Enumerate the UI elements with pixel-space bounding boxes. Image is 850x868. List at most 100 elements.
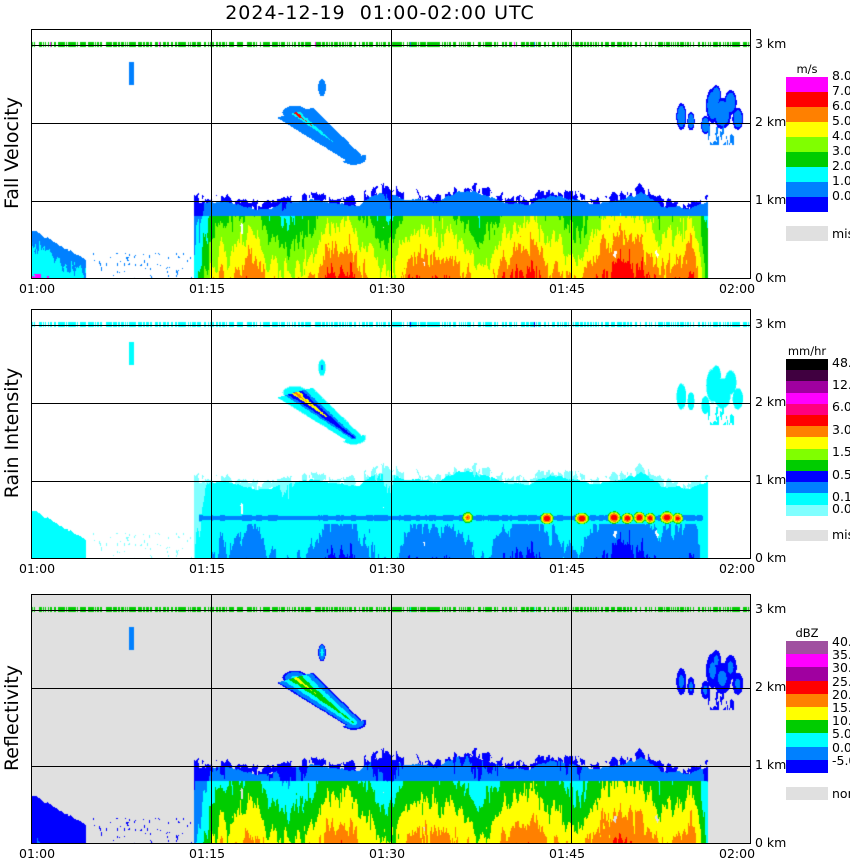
y-tick-label: 3 km	[755, 35, 787, 51]
x-tick-label: 01:30	[369, 281, 406, 296]
y-tick-label: 3 km	[755, 315, 787, 331]
x-tick-label: 02:00	[719, 281, 756, 296]
x-tick-label: 01:45	[549, 281, 586, 296]
gridline-v-30min	[391, 29, 392, 279]
colorbar-swatch	[786, 482, 828, 494]
colorbar-missing-swatch	[786, 529, 828, 541]
colorbar-swatch	[786, 370, 828, 382]
colorbar-missing-swatch	[786, 226, 828, 241]
colorbar-tick-label: 25.0	[832, 673, 850, 689]
figure-title: 2024-12-19 01:00-02:00 UTC	[225, 2, 535, 24]
colorbar-unit: dBZ	[795, 626, 819, 640]
colorbar-swatch	[786, 493, 828, 505]
colorbar-swatch	[786, 459, 828, 471]
colorbar-swatch	[786, 426, 828, 438]
colorbar-tick-label: 5.0	[832, 726, 850, 742]
colorbar-swatch	[786, 720, 828, 734]
colorbar-tick-label: 30.0	[832, 660, 850, 676]
colorbar-swatch	[786, 92, 828, 107]
colorbar-swatch	[786, 415, 828, 427]
colorbar-tick-label: 10.0	[832, 713, 850, 729]
colorbar-tick-label: 6.0	[832, 399, 850, 415]
panel-reflectivity	[31, 594, 751, 844]
colorbar-tick-label: 2.0	[832, 158, 850, 173]
gridline-v-15min	[211, 309, 212, 559]
colorbar-swatch	[786, 403, 828, 415]
colorbar-tick-label: 5.0	[832, 113, 850, 128]
x-tick-label: 02:00	[719, 846, 756, 861]
colorbar-missing-swatch	[786, 787, 828, 801]
colorbar-tick-label: 3.0	[832, 421, 850, 437]
colorbar-tick-label: 1.0	[832, 173, 850, 188]
gridline-v-30min	[391, 594, 392, 844]
colorbar-tick-label: 8.0	[832, 68, 850, 83]
gridline-v-45min	[571, 29, 572, 279]
colorbar-tick-label: 0.0	[832, 188, 850, 203]
colorbar-tick-label: 0.1	[832, 489, 850, 504]
colorbar-swatch	[786, 137, 828, 152]
colorbar-swatch	[786, 746, 828, 760]
colorbar-missing-label: none	[832, 785, 850, 801]
panel-title-rain-intensity: Rain Intensity	[1, 367, 23, 499]
colorbar-tick-label: 3.0	[832, 143, 850, 158]
colorbar-tick-label: 12.0	[832, 377, 850, 392]
colorbar-tick-label: 0.0	[832, 739, 850, 755]
colorbar-swatch	[786, 707, 828, 721]
colorbar-swatch	[786, 733, 828, 747]
colorbar-tick-label: 7.0	[832, 83, 850, 98]
colorbar-swatch	[786, 167, 828, 182]
y-tick-label: 0 km	[755, 550, 787, 565]
colorbar-swatch	[786, 77, 828, 92]
y-tick-label: 0 km	[755, 835, 787, 850]
colorbar-tick-label: -5.0	[832, 752, 850, 768]
x-tick-label: 01:00	[19, 846, 56, 861]
gridline-v-15min	[211, 594, 212, 844]
y-tick-label: 2 km	[755, 393, 787, 409]
colorbar-tick-label: 15.0	[832, 700, 850, 715]
colorbar-swatch	[786, 107, 828, 122]
colorbar-tick-label: 20.0	[832, 686, 850, 702]
panel-title-fall-velocity: Fall Velocity	[1, 97, 23, 209]
x-tick-label: 01:00	[19, 561, 56, 576]
colorbar-swatch	[786, 122, 828, 137]
gridline-v-45min	[571, 594, 572, 844]
colorbar-swatch	[786, 693, 828, 707]
gridline-v-30min	[391, 309, 392, 559]
gridline-v-45min	[571, 309, 572, 559]
colorbar-swatch	[786, 359, 828, 371]
panel-rain-intensity	[31, 309, 751, 559]
y-tick-label: 1 km	[755, 191, 787, 207]
y-tick-label: 2 km	[755, 678, 787, 694]
colorbar-swatch	[786, 759, 828, 773]
x-tick-label: 01:30	[369, 846, 406, 861]
colorbar-tick-label: 4.0	[832, 128, 850, 143]
y-tick-label: 1 km	[755, 756, 787, 772]
x-tick-label: 01:15	[189, 846, 226, 861]
x-tick-label: 01:30	[369, 561, 406, 576]
x-tick-label: 02:00	[719, 561, 756, 576]
y-tick-label: 3 km	[755, 600, 787, 616]
colorbar-unit: mm/hr	[787, 344, 827, 358]
colorbar-tick-label: 1.5	[832, 444, 850, 460]
colorbar-missing-label: miss	[832, 225, 850, 241]
colorbar-tick-label: 48.0	[832, 354, 850, 370]
colorbar-unit: m/s	[796, 62, 818, 76]
x-tick-label: 01:15	[189, 561, 226, 576]
colorbar-swatch	[786, 197, 828, 212]
colorbar-swatch	[786, 471, 828, 483]
colorbar-swatch	[786, 182, 828, 197]
colorbar-tick-label: 0.0	[832, 501, 850, 517]
colorbar-tick-label: 40.0	[832, 634, 850, 649]
x-tick-label: 01:00	[19, 281, 56, 296]
panel-fall-velocity	[31, 29, 751, 279]
gridline-v-15min	[211, 29, 212, 279]
colorbar-swatch	[786, 641, 828, 655]
y-tick-label: 1 km	[755, 471, 787, 487]
colorbar-missing-label: miss	[832, 527, 850, 543]
colorbar-swatch	[786, 654, 828, 668]
colorbar-swatch	[786, 680, 828, 694]
colorbar-tick-label: 0.5	[832, 466, 850, 482]
colorbar-swatch	[786, 392, 828, 404]
y-tick-label: 0 km	[755, 270, 787, 285]
